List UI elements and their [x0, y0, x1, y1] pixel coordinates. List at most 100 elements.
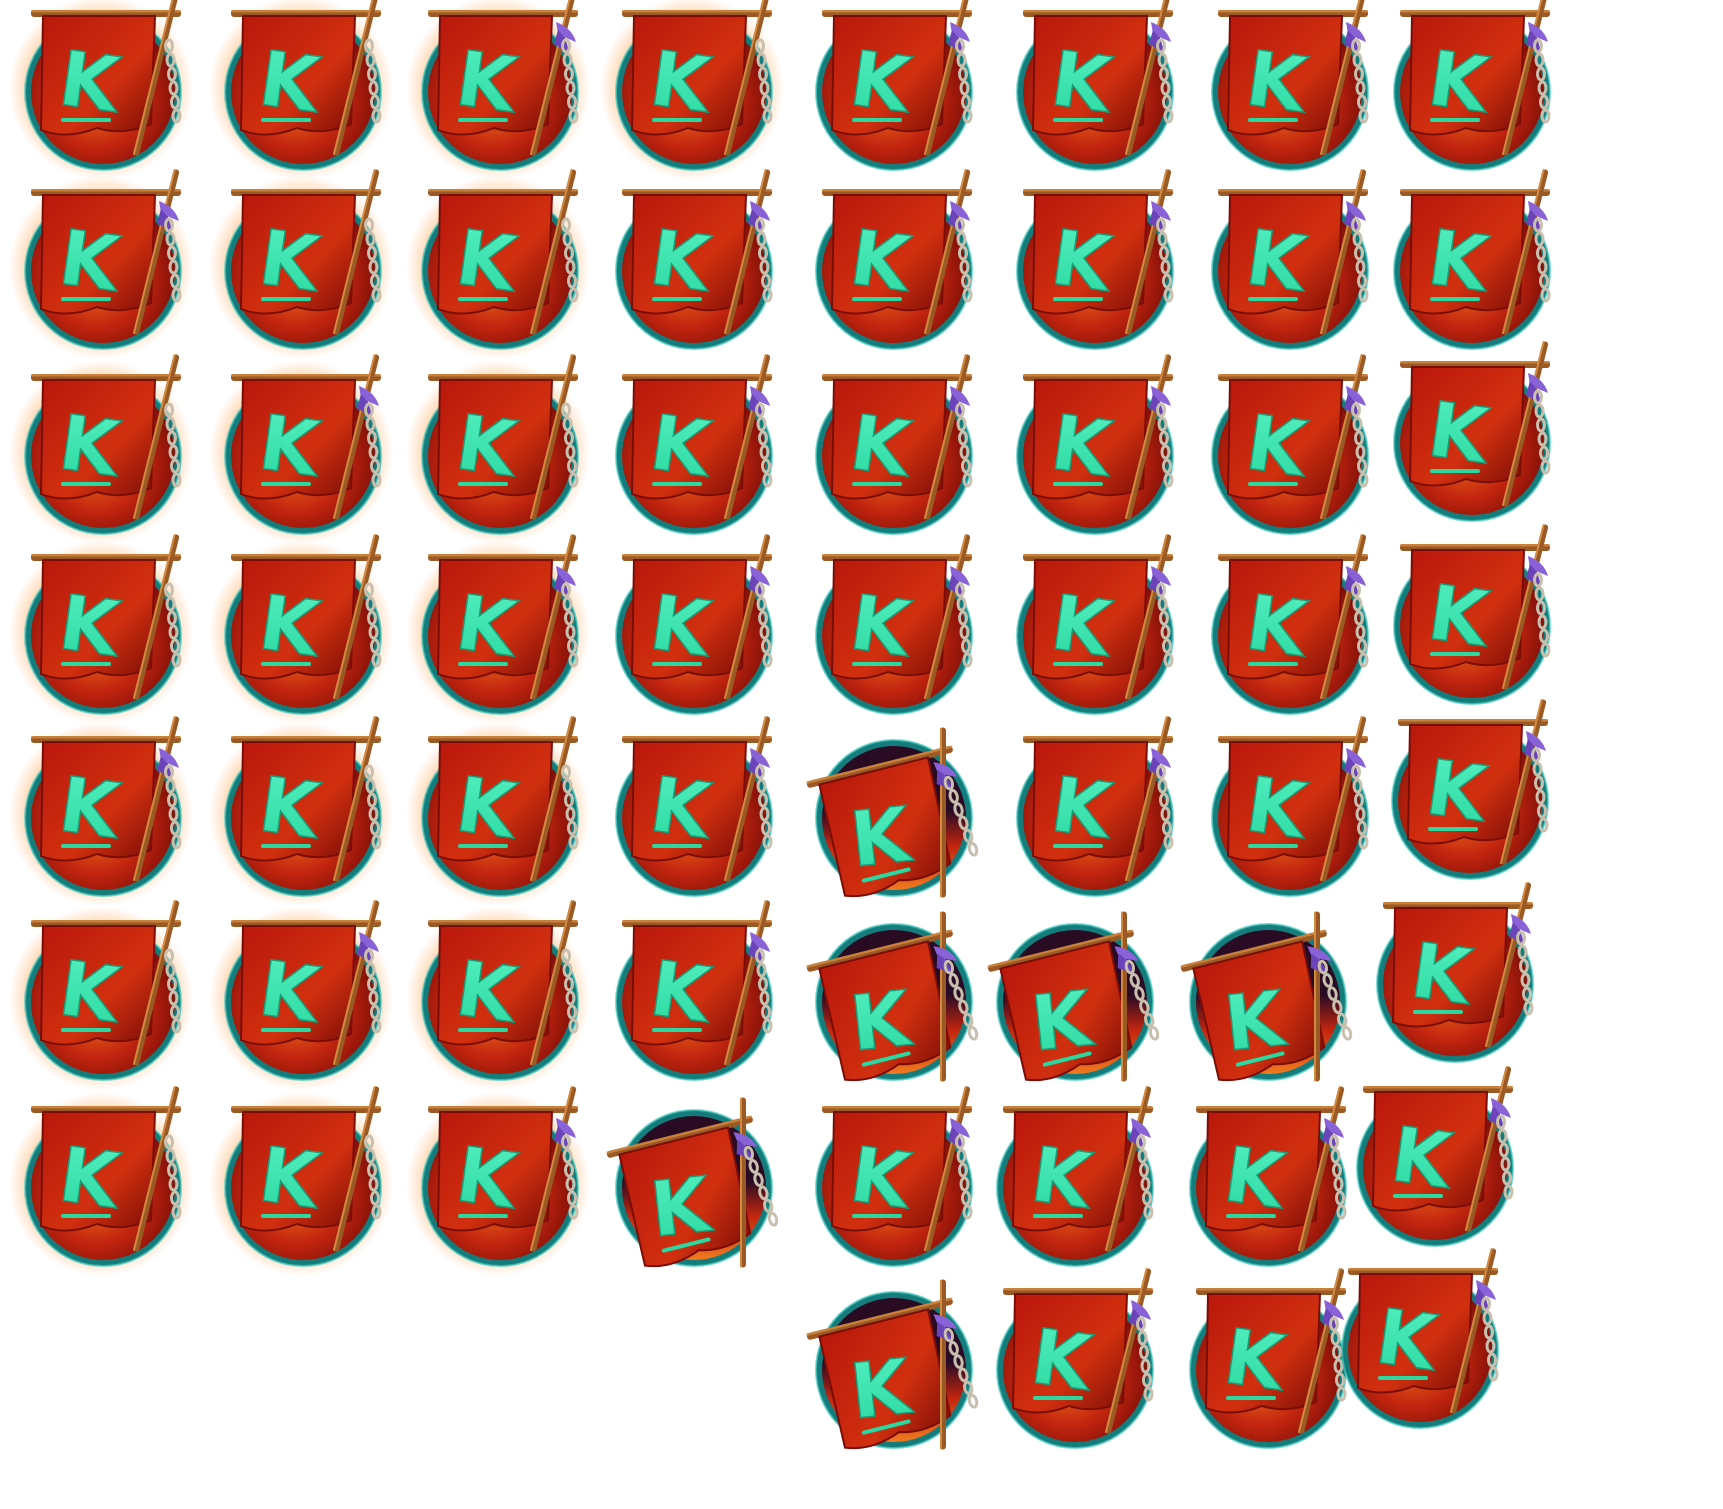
logo-underline [652, 1028, 702, 1032]
logo-underline [61, 1214, 111, 1218]
chain [755, 217, 773, 303]
ribbon [1528, 201, 1548, 221]
logo-underline [61, 118, 111, 122]
logo-underline [261, 844, 311, 848]
ribbon [159, 748, 179, 768]
ribbon [750, 748, 770, 768]
chain [164, 764, 182, 850]
ribbon [1346, 566, 1366, 586]
k-logo-letter: K [845, 212, 919, 309]
sprite-frame: K [996, 1086, 1154, 1267]
logo-underline [852, 482, 902, 486]
sprite-frame: K [406, 534, 590, 724]
chain [364, 764, 382, 850]
sprite-frame: K [406, 716, 590, 906]
chain [1533, 572, 1551, 658]
k-logo-letter: K [254, 33, 328, 130]
chain [164, 38, 182, 124]
chain [1156, 217, 1174, 303]
k-logo-letter: K [1046, 212, 1120, 309]
logo-underline [652, 844, 702, 848]
sprite-frame: K [987, 911, 1160, 1082]
logo-underline [652, 482, 702, 486]
logo-underline [1430, 469, 1480, 473]
chain [1156, 582, 1174, 668]
k-logo-letter: K [645, 397, 719, 494]
chain [743, 1145, 779, 1227]
chain [943, 775, 979, 857]
logo-underline [61, 482, 111, 486]
logo-underline [852, 1214, 902, 1218]
logo-underline [652, 662, 702, 666]
ribbon [1151, 201, 1171, 221]
chain [1156, 764, 1174, 850]
sprite-frame: K [996, 1268, 1154, 1449]
sprite-frame: K [806, 911, 979, 1082]
sprite-frame: K [615, 716, 773, 897]
sprite-frame: K [209, 354, 393, 544]
logo-underline [1248, 482, 1298, 486]
sprite-frame: K [1211, 716, 1369, 897]
chain [1351, 402, 1369, 488]
chain [1329, 1134, 1347, 1220]
chain [755, 764, 773, 850]
ribbon [1528, 22, 1548, 42]
chain [164, 948, 182, 1034]
ribbon [950, 1118, 970, 1138]
logo-underline [1053, 297, 1103, 301]
ribbon [1151, 386, 1171, 406]
chain [1317, 959, 1353, 1041]
chain [1531, 747, 1549, 833]
sprite-frame: K [815, 169, 973, 350]
chain [364, 948, 382, 1034]
logo-underline [1226, 1396, 1276, 1400]
chain [755, 582, 773, 668]
ribbon [1324, 1118, 1344, 1138]
chain [1351, 217, 1369, 303]
sprite-frame: K [406, 900, 590, 1090]
sprite-frame: K [615, 900, 773, 1081]
sprite-frame: K [9, 0, 193, 180]
chain [364, 217, 382, 303]
logo-underline [261, 118, 311, 122]
chain [561, 582, 579, 668]
logo-underline [652, 118, 702, 122]
sprite-frame: K [209, 716, 393, 906]
k-logo-letter: K [645, 577, 719, 674]
sprite-frame: K [9, 169, 193, 359]
logo-underline [261, 297, 311, 301]
logo-underline [1226, 1214, 1276, 1218]
logo-underline [852, 662, 902, 666]
chain [955, 582, 973, 668]
ribbon [1346, 386, 1366, 406]
sprite-frame: K [209, 169, 393, 359]
chain [1351, 764, 1369, 850]
logo-underline [1033, 1396, 1083, 1400]
sprite-frame: K [815, 534, 973, 715]
ribbon [1491, 1098, 1511, 1118]
logo-underline [261, 1028, 311, 1032]
sprite-frame: K [1341, 1248, 1499, 1429]
sprite-frame: K [406, 169, 590, 359]
logo-underline [1430, 652, 1480, 656]
logo-underline [1413, 1010, 1463, 1014]
ribbon [1528, 373, 1548, 393]
sprite-frame: K [815, 0, 973, 171]
ribbon [556, 22, 576, 42]
chain [955, 402, 973, 488]
logo-underline [261, 1214, 311, 1218]
sprite-frame: K [209, 0, 393, 180]
chain [755, 38, 773, 124]
ribbon [556, 1118, 576, 1138]
logo-underline [458, 118, 508, 122]
sprite-frame: K [1211, 354, 1369, 535]
ribbon [1131, 1300, 1151, 1320]
sprite-frame: K [209, 900, 393, 1090]
logo-underline [458, 482, 508, 486]
logo-underline [852, 118, 902, 122]
chain [561, 402, 579, 488]
ribbon [950, 22, 970, 42]
ribbon [159, 201, 179, 221]
ribbon [359, 386, 379, 406]
